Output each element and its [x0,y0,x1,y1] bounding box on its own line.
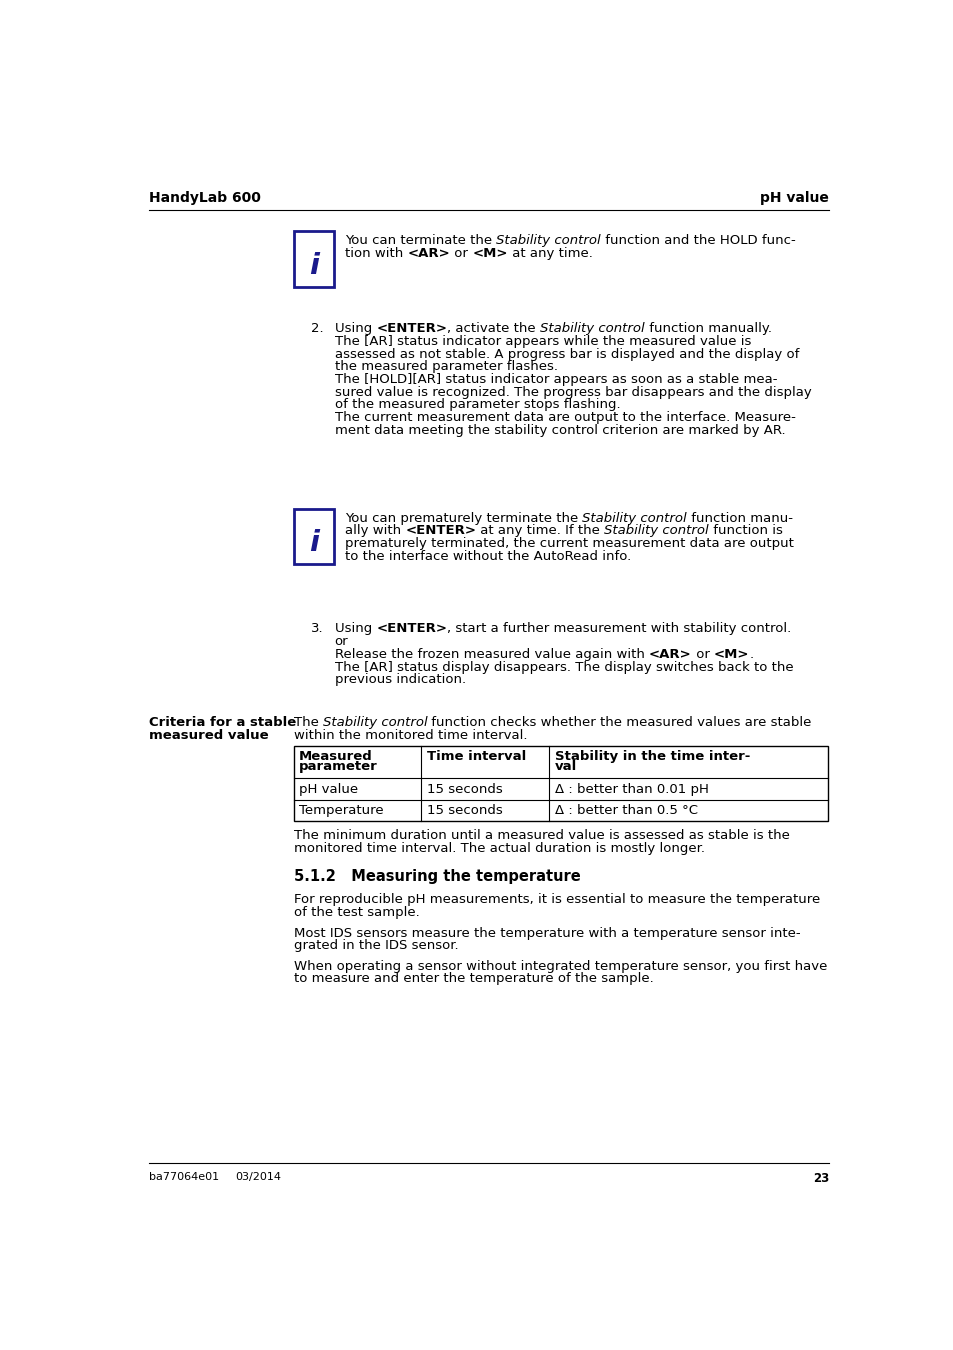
Text: or: or [450,247,472,261]
Text: Stability control: Stability control [581,512,686,525]
Text: function is: function is [708,524,782,537]
Text: .: . [748,648,753,662]
Text: <AR>: <AR> [407,247,450,261]
Text: Measured: Measured [298,749,373,763]
Text: 15 seconds: 15 seconds [427,805,502,817]
Text: Stability control: Stability control [496,235,600,247]
Text: <M>: <M> [472,247,507,261]
Text: You can prematurely terminate the: You can prematurely terminate the [344,512,581,525]
Text: 23: 23 [812,1172,828,1185]
Text: the measured parameter flashes.: the measured parameter flashes. [335,360,558,373]
Text: val: val [555,760,577,774]
Text: ment data meeting the stability control criterion are marked by AR.: ment data meeting the stability control … [335,424,784,437]
Text: previous indication.: previous indication. [335,674,465,686]
Text: Δ : better than 0.01 pH: Δ : better than 0.01 pH [555,783,708,795]
Text: You can terminate the: You can terminate the [344,235,496,247]
Text: Stability control: Stability control [603,524,708,537]
Text: Most IDS sensors measure the temperature with a temperature sensor inte-: Most IDS sensors measure the temperature… [294,926,800,940]
Bar [294,231,334,247]
Text: within the monitored time interval.: within the monitored time interval. [294,729,527,742]
Bar [294,509,334,564]
Text: 5.1.2   Measuring the temperature: 5.1.2 Measuring the temperature [294,869,579,884]
Text: 2.: 2. [311,323,323,335]
Text: Stability in the time inter-: Stability in the time inter- [555,749,749,763]
Text: function manu-: function manu- [686,512,792,525]
Bar [294,231,334,286]
Text: 03/2014: 03/2014 [235,1172,281,1183]
Bar [294,745,827,821]
Text: <ENTER>: <ENTER> [375,323,447,335]
Text: Using: Using [335,323,375,335]
Text: Criteria for a stable: Criteria for a stable [149,717,295,729]
Text: <ENTER>: <ENTER> [405,524,476,537]
Text: of the measured parameter stops flashing.: of the measured parameter stops flashing… [335,398,619,412]
Text: function manually.: function manually. [644,323,771,335]
Text: measured value: measured value [149,729,268,742]
Text: assessed as not stable. A progress bar is displayed and the display of: assessed as not stable. A progress bar i… [335,347,799,360]
Text: <ENTER>: <ENTER> [375,622,447,636]
Text: Using: Using [335,622,375,636]
Text: The minimum duration until a measured value is assessed as stable is the: The minimum duration until a measured va… [294,829,789,842]
Text: grated in the IDS sensor.: grated in the IDS sensor. [294,940,457,952]
Text: at any time. If the: at any time. If the [476,524,603,537]
Text: prematurely terminated, the current measurement data are output: prematurely terminated, the current meas… [344,537,793,549]
Text: <AR>: <AR> [648,648,691,662]
Text: to measure and enter the temperature of the sample.: to measure and enter the temperature of … [294,972,653,986]
Text: i: i [309,251,318,279]
Text: to the interface without the AutoRead info.: to the interface without the AutoRead in… [344,549,630,563]
Text: The: The [294,717,322,729]
Text: Stability control: Stability control [322,717,427,729]
Text: Δ : better than 0.5 °C: Δ : better than 0.5 °C [555,805,697,817]
Text: Temperature: Temperature [298,805,383,817]
Text: at any time.: at any time. [507,247,592,261]
Text: pH value: pH value [760,192,828,205]
Text: Release the frozen measured value again with: Release the frozen measured value again … [335,648,648,662]
Text: The [AR] status indicator appears while the measured value is: The [AR] status indicator appears while … [335,335,750,348]
Text: ally with: ally with [344,524,405,537]
Text: 3.: 3. [311,622,323,636]
Text: Stability control: Stability control [539,323,644,335]
Text: For reproducible pH measurements, it is essential to measure the temperature: For reproducible pH measurements, it is … [294,894,819,906]
Text: parameter: parameter [298,760,377,774]
Text: function and the HOLD func-: function and the HOLD func- [600,235,795,247]
Text: i: i [309,529,318,556]
Text: sured value is recognized. The progress bar disappears and the display: sured value is recognized. The progress … [335,386,811,398]
Text: , activate the: , activate the [447,323,539,335]
Text: The current measurement data are output to the interface. Measure-: The current measurement data are output … [335,412,795,424]
Text: Time interval: Time interval [427,749,526,763]
Text: or: or [335,634,348,648]
Text: 15 seconds: 15 seconds [427,783,502,795]
Text: <M>: <M> [713,648,748,662]
Text: HandyLab 600: HandyLab 600 [149,192,260,205]
Text: The [HOLD][AR] status indicator appears as soon as a stable mea-: The [HOLD][AR] status indicator appears … [335,373,777,386]
Text: of the test sample.: of the test sample. [294,906,419,919]
Text: The [AR] status display disappears. The display switches back to the: The [AR] status display disappears. The … [335,660,793,674]
Text: pH value: pH value [298,783,357,795]
Text: tion with: tion with [344,247,407,261]
Text: , start a further measurement with stability control.: , start a further measurement with stabi… [447,622,791,636]
Text: ba77064e01: ba77064e01 [149,1172,218,1183]
Text: or: or [691,648,713,662]
Text: function checks whether the measured values are stable: function checks whether the measured val… [427,717,811,729]
Bar [294,509,334,524]
Text: When operating a sensor without integrated temperature sensor, you first have: When operating a sensor without integrat… [294,960,826,973]
Text: monitored time interval. The actual duration is mostly longer.: monitored time interval. The actual dura… [294,841,704,855]
